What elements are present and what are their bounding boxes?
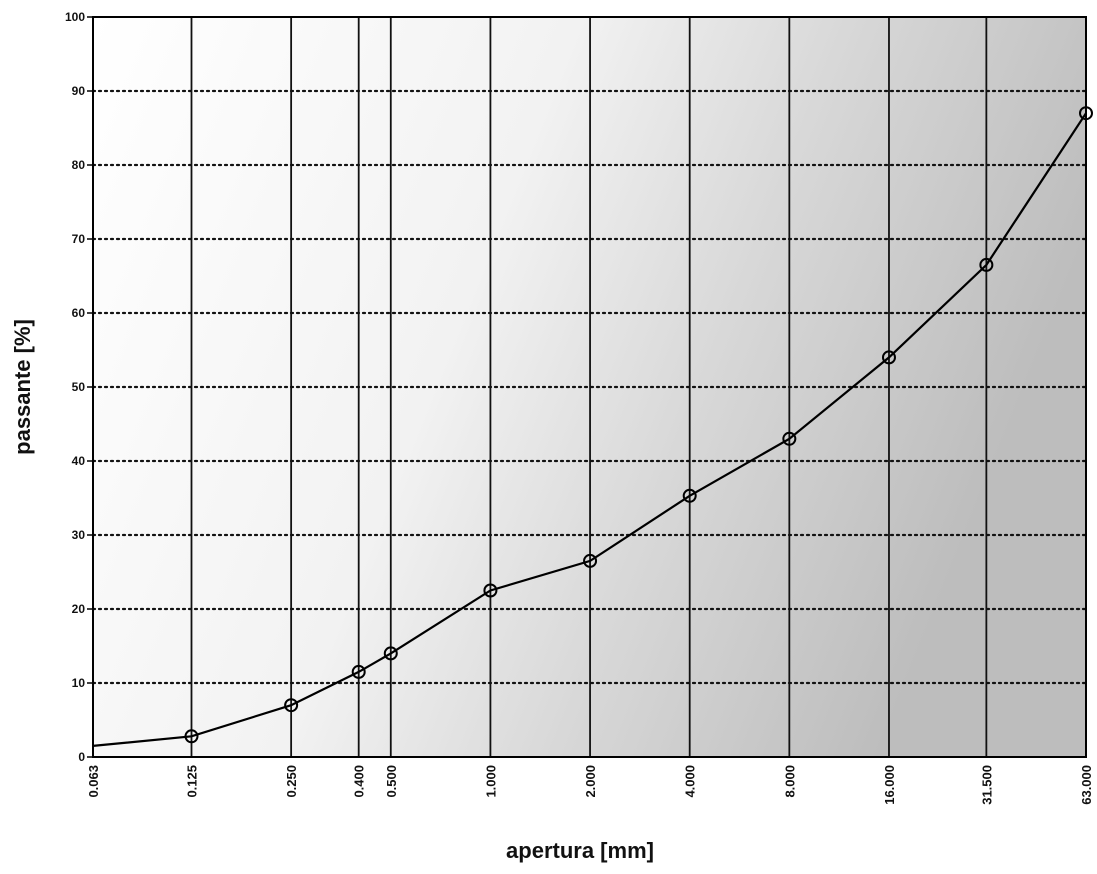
data-point [881, 350, 896, 365]
y-tick-label: 80 [72, 158, 86, 172]
y-axis-ticks: 0 10 20 30 40 50 60 70 80 90 100 [65, 10, 93, 764]
data-point [583, 553, 598, 568]
x-tick-label: 63.000 [1079, 765, 1094, 805]
x-tick-label: 8.000 [782, 765, 797, 798]
data-point [383, 646, 398, 661]
data-point [184, 729, 199, 744]
y-tick-label: 10 [72, 676, 86, 690]
y-tick-label: 20 [72, 602, 86, 616]
y-tick-label: 40 [72, 454, 86, 468]
data-point [284, 698, 299, 713]
x-tick-label: 0.250 [284, 765, 299, 798]
x-axis-title: apertura [mm] [506, 838, 654, 863]
x-tick-label: 4.000 [683, 765, 698, 798]
x-tick-label: 0.400 [352, 765, 367, 798]
y-tick-label: 60 [72, 306, 86, 320]
y-tick-label: 90 [72, 84, 86, 98]
vertical-gridlines [190, 17, 988, 757]
y-tick-label: 70 [72, 232, 86, 246]
x-tick-label: 2.000 [583, 765, 598, 798]
y-axis-title: passante [%] [10, 319, 35, 455]
x-tick-label: 0.500 [384, 765, 399, 798]
data-point [1079, 106, 1093, 121]
data-point [782, 431, 797, 446]
y-tick-label: 100 [65, 10, 85, 24]
data-point [979, 257, 994, 272]
series-layer [92, 106, 1093, 747]
y-tick-label: 50 [72, 380, 86, 394]
series-line [92, 112, 1087, 747]
x-tick-label: 0.125 [184, 765, 199, 798]
x-tick-label: 1.000 [483, 765, 498, 798]
horizontal-gridlines [91, 89, 1088, 685]
x-tick-label: 31.500 [979, 765, 994, 805]
y-tick-label: 0 [78, 750, 85, 764]
y-tick-label: 30 [72, 528, 86, 542]
x-tick-label: 0.063 [86, 765, 101, 798]
x-tick-label: 16.000 [882, 765, 897, 805]
data-point [682, 488, 697, 503]
data-point [351, 664, 366, 679]
data-point [483, 583, 498, 598]
x-axis-ticks: 0.063 0.125 0.250 0.400 0.500 1.000 2.000 4.000… [86, 765, 1094, 805]
